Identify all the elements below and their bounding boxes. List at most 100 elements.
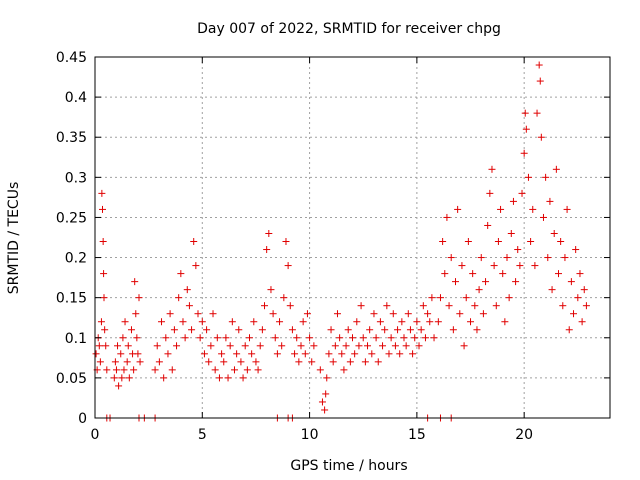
- x-axis-label: GPS time / hours: [290, 458, 407, 474]
- data-point: [103, 366, 111, 374]
- data-point: [306, 334, 314, 342]
- data-point: [469, 270, 477, 278]
- data-point: [434, 318, 442, 326]
- data-point: [424, 310, 432, 318]
- data-point: [318, 398, 326, 406]
- data-point: [436, 294, 444, 302]
- data-point: [355, 342, 363, 350]
- data-point: [215, 374, 223, 382]
- data-point: [166, 310, 174, 318]
- data-point: [132, 310, 140, 318]
- data-point: [383, 302, 391, 310]
- data-point: [248, 350, 256, 358]
- data-point: [398, 318, 406, 326]
- data-point: [563, 205, 571, 213]
- y-tick-label: 0.45: [56, 50, 87, 66]
- data-point: [213, 334, 221, 342]
- data-point: [120, 366, 128, 374]
- data-point: [486, 189, 494, 197]
- data-point: [518, 189, 526, 197]
- data-point: [559, 302, 567, 310]
- data-point: [183, 286, 191, 294]
- data-point: [323, 374, 331, 382]
- data-point: [370, 310, 378, 318]
- data-point: [351, 350, 359, 358]
- data-point: [567, 278, 575, 286]
- data-point: [250, 318, 258, 326]
- data-point: [322, 390, 330, 398]
- data-point: [162, 334, 170, 342]
- x-tick-label: 0: [91, 427, 100, 443]
- data-point: [198, 318, 206, 326]
- data-point: [488, 165, 496, 173]
- data-point: [276, 318, 284, 326]
- data-point: [261, 302, 269, 310]
- data-point: [464, 238, 472, 246]
- data-point: [211, 366, 219, 374]
- data-point: [499, 270, 507, 278]
- data-point: [188, 326, 196, 334]
- chart-title: Day 007 of 2022, SRMTID for receiver chp…: [197, 21, 501, 37]
- data-point: [439, 238, 447, 246]
- data-point: [230, 366, 238, 374]
- data-point: [342, 342, 350, 350]
- data-point: [512, 278, 520, 286]
- data-point: [114, 342, 122, 350]
- y-tick-label: 0.3: [65, 170, 87, 186]
- data-point: [400, 334, 408, 342]
- data-point: [209, 310, 217, 318]
- y-axis-ticks: 0 0.05 0.1 0.15 0.2 0.25 0.3 0.35 0.4 0.45: [56, 50, 610, 427]
- data-point: [263, 246, 271, 254]
- x-tick-label: 15: [408, 427, 426, 443]
- data-point: [256, 342, 264, 350]
- y-tick-label: 0.1: [65, 331, 87, 347]
- data-point: [490, 262, 498, 270]
- data-point: [344, 326, 352, 334]
- data-point: [92, 350, 100, 358]
- data-point: [278, 342, 286, 350]
- data-point: [389, 310, 397, 318]
- data-point: [115, 382, 123, 390]
- data-point: [537, 133, 545, 141]
- y-tick-label: 0.35: [56, 130, 87, 146]
- data-point: [576, 270, 584, 278]
- data-point: [100, 294, 108, 302]
- data-point: [574, 294, 582, 302]
- data-point: [456, 310, 464, 318]
- data-point: [96, 358, 104, 366]
- data-point: [130, 366, 138, 374]
- data-point: [443, 213, 451, 221]
- data-point: [539, 213, 547, 221]
- y-tick-label: 0.25: [56, 210, 87, 226]
- data-point: [374, 358, 382, 366]
- data-point: [415, 342, 423, 350]
- data-point: [364, 342, 372, 350]
- data-point: [102, 342, 110, 350]
- data-point: [329, 358, 337, 366]
- data-point: [409, 350, 417, 358]
- plot-frame: [94, 56, 611, 419]
- data-point: [509, 197, 517, 205]
- data-point: [353, 318, 361, 326]
- data-point: [237, 358, 245, 366]
- y-tick-label: 0.2: [65, 251, 87, 267]
- data-point: [527, 238, 535, 246]
- data-point: [366, 326, 374, 334]
- data-point: [546, 197, 554, 205]
- data-point: [396, 350, 404, 358]
- data-point: [520, 149, 528, 157]
- data-point: [331, 342, 339, 350]
- data-point: [284, 262, 292, 270]
- data-point: [127, 326, 135, 334]
- data-point: [205, 358, 213, 366]
- data-point: [428, 294, 436, 302]
- data-point: [241, 342, 249, 350]
- data-point: [226, 342, 234, 350]
- data-point: [117, 350, 125, 358]
- data-point: [224, 374, 232, 382]
- data-point: [220, 358, 228, 366]
- data-point: [368, 350, 376, 358]
- data-point: [542, 173, 550, 181]
- data-point: [445, 302, 453, 310]
